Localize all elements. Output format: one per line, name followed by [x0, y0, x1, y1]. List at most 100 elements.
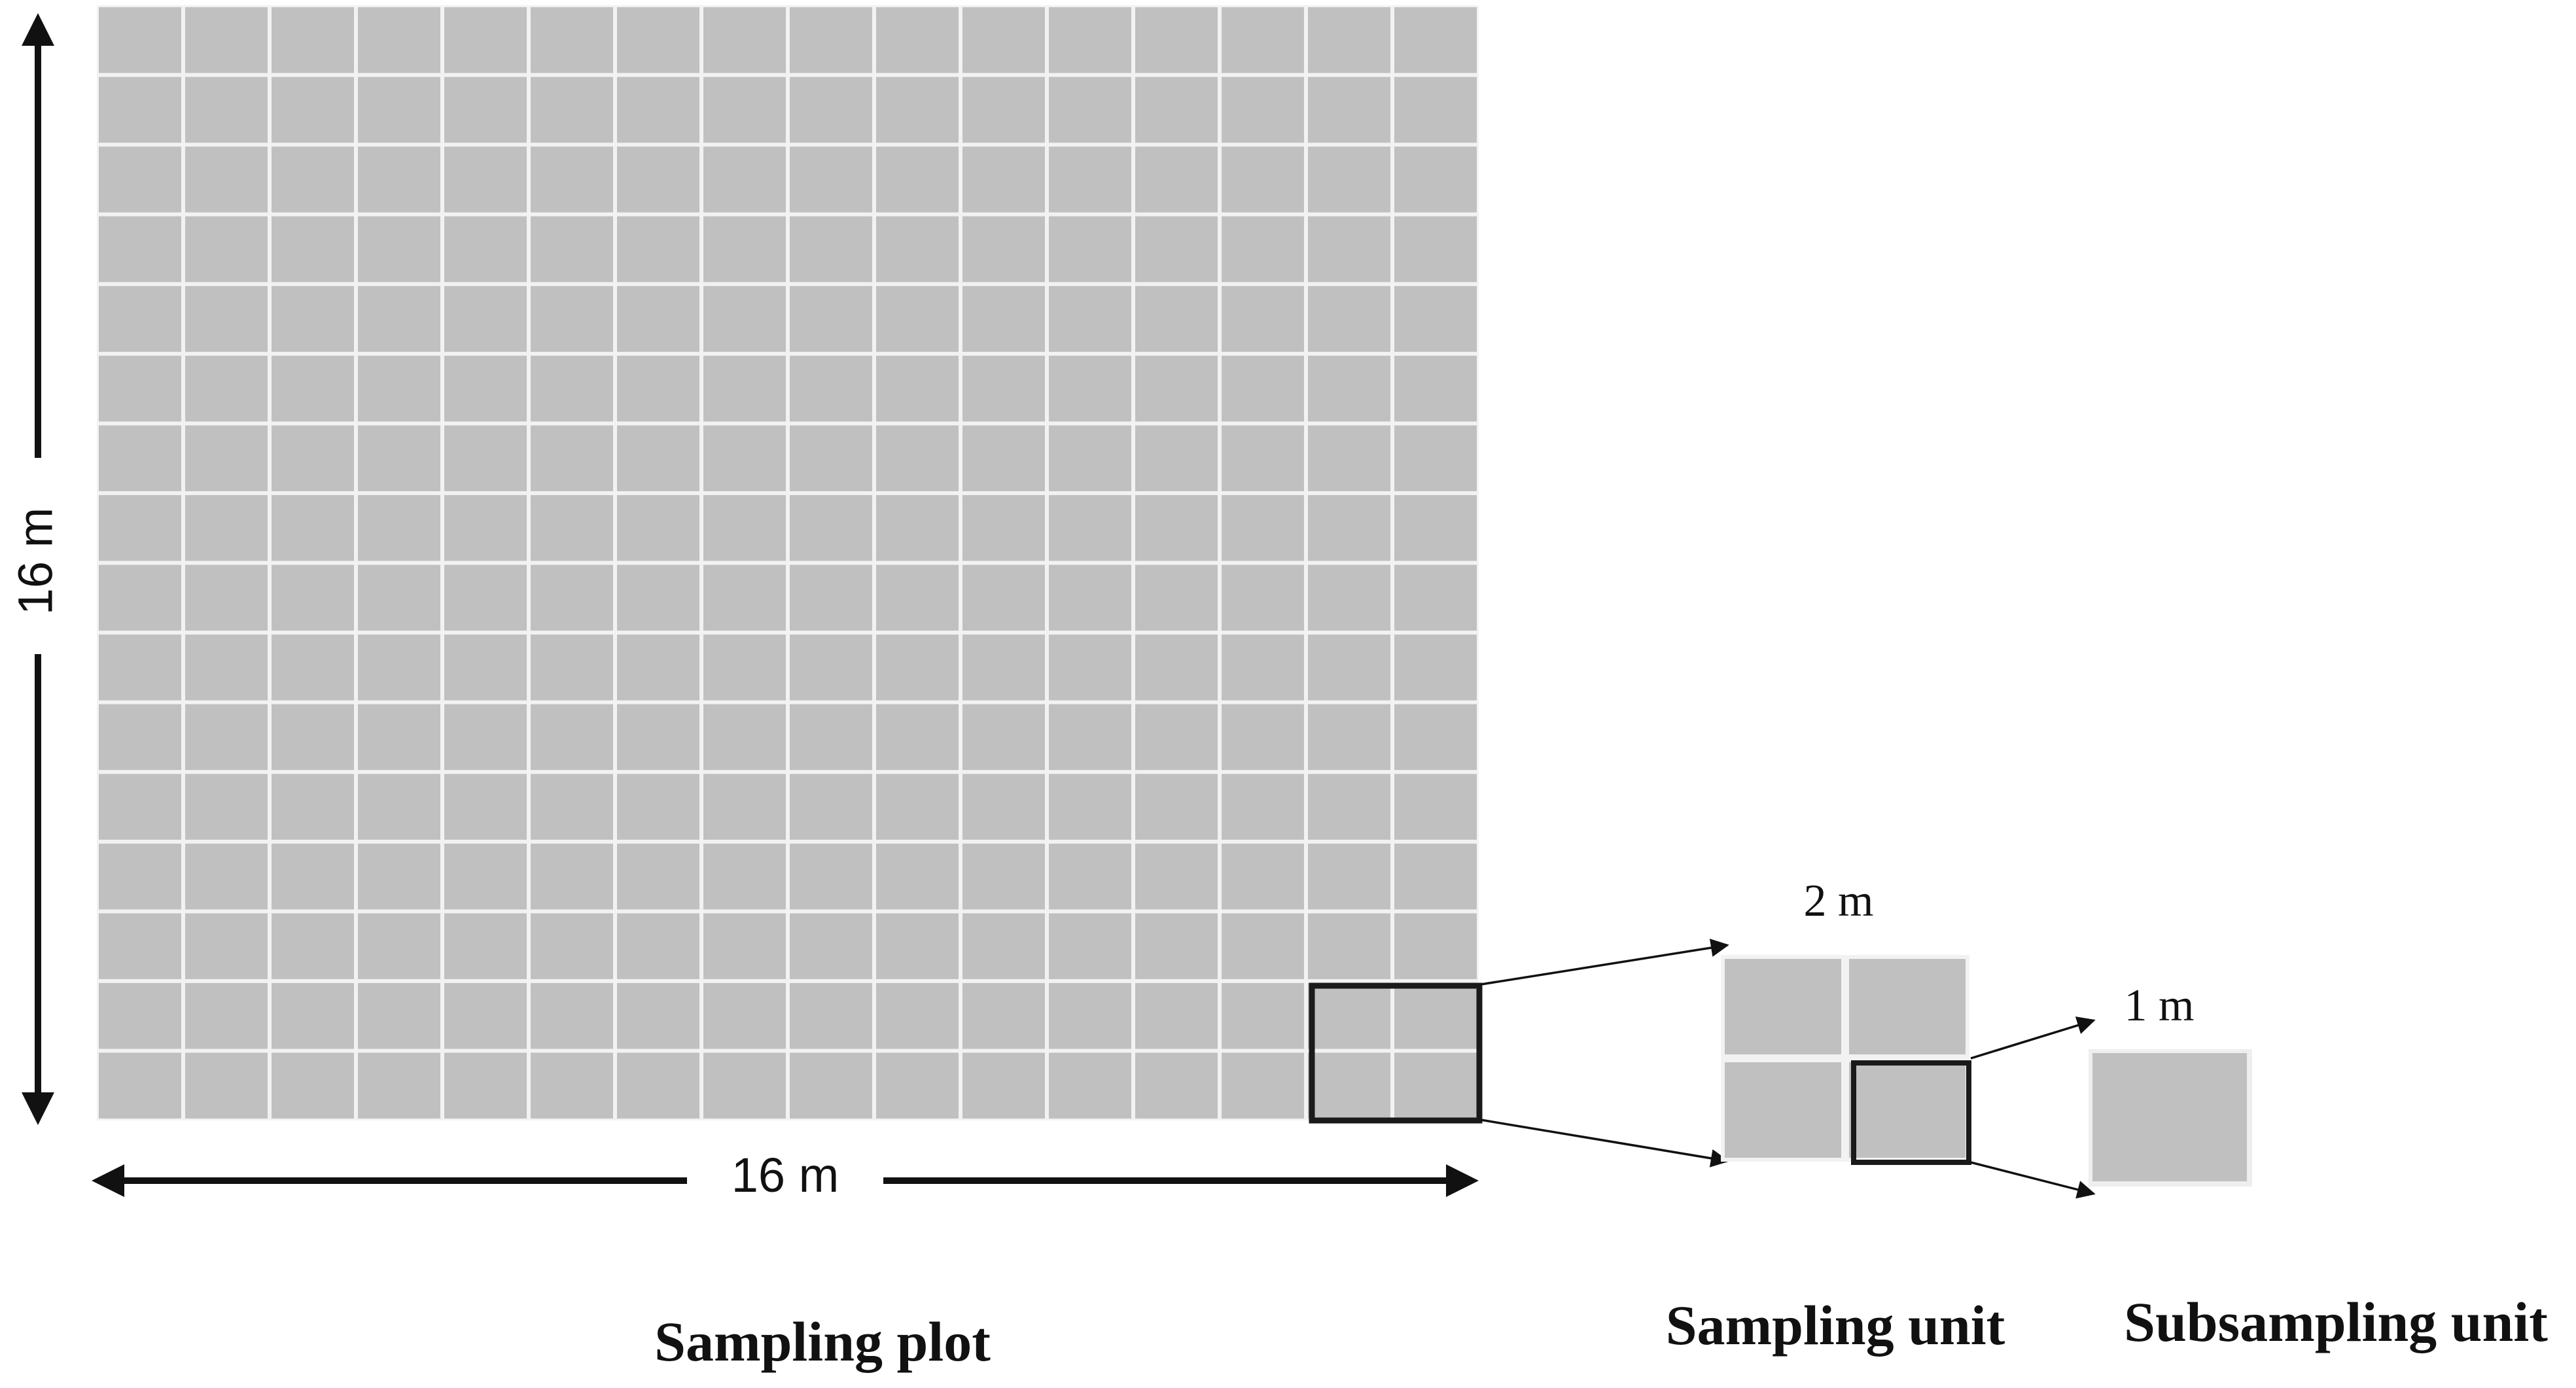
sampling-plot-cell [272, 77, 354, 143]
sampling-plot-cell [617, 216, 699, 283]
sampling-plot-cell [876, 494, 959, 561]
sampling-plot-cell [790, 286, 872, 352]
sampling-plot-cell [272, 634, 354, 701]
sampling-plot-cell [1049, 774, 1131, 840]
sampling-plot-cell [876, 564, 959, 631]
sampling-plot-cell [99, 494, 181, 561]
sampling-plot-cell [1222, 7, 1304, 73]
sampling-plot-cell [876, 147, 959, 213]
sampling-plot-cell [703, 982, 786, 1049]
sampling-plot-cell [1394, 982, 1477, 1049]
sampling-plot-cell [1135, 843, 1218, 910]
plot-width-label: 16 m [732, 1148, 839, 1202]
sampling-plot-cell [703, 147, 786, 213]
sampling-plot-cell [1049, 286, 1131, 352]
sampling-plot-cell [444, 704, 527, 771]
sampling-plot-cell [790, 913, 872, 979]
sampling-plot-cell [876, 355, 959, 422]
sampling-plot-cell [1394, 216, 1477, 283]
sampling-plot-cell [790, 982, 872, 1049]
sampling-plot-cell [185, 843, 268, 910]
sampling-plot-cell [962, 564, 1045, 631]
sampling-plot-cell [703, 216, 786, 283]
sampling-plot-cell [962, 216, 1045, 283]
sampling-plot-cell [876, 913, 959, 979]
sampling-plot-cell [1394, 494, 1477, 561]
sampling-plot-cell [962, 286, 1045, 352]
sampling-plot-cell [1308, 634, 1390, 701]
highlighted-subsampling-unit-outline [1851, 1060, 1971, 1165]
sampling-plot-cell [1222, 1052, 1304, 1119]
sampling-plot-cell [876, 425, 959, 491]
sampling-plot-cell [1135, 774, 1218, 840]
sampling-plot-cell [1222, 774, 1304, 840]
sampling-plot-cell [531, 1052, 613, 1119]
sampling-plot-cell [444, 216, 527, 283]
sampling-plot-cell [272, 425, 354, 491]
sampling-plot-cell [790, 774, 872, 840]
sampling-plot-cell [1135, 355, 1218, 422]
sampling-plot-cell [99, 77, 181, 143]
sampling-plot-cell [790, 216, 872, 283]
sampling-plot-cell [1394, 634, 1477, 701]
sampling-plot-cell [1394, 843, 1477, 910]
sampling-plot-cell [1308, 147, 1390, 213]
sampling-plot-cell [1049, 913, 1131, 979]
sampling-plot-cell [185, 425, 268, 491]
sampling-plot-cell [185, 982, 268, 1049]
sampling-plot-cell [876, 216, 959, 283]
sampling-plot-cell [1135, 913, 1218, 979]
sampling-plot-cell [272, 355, 354, 422]
sampling-plot-cell [703, 913, 786, 979]
sampling-plot-cell [358, 286, 440, 352]
sampling-plot-cell [1135, 564, 1218, 631]
sampling-plot-cell [444, 425, 527, 491]
sampling-plot-cell [1049, 7, 1131, 73]
sampling-plot-cell [1049, 216, 1131, 283]
sampling-plot-cell [99, 216, 181, 283]
sampling-plot-cell [703, 774, 786, 840]
sampling-plot-cell [617, 286, 699, 352]
sampling-plot-cell [358, 774, 440, 840]
sampling-plot-cell [962, 913, 1045, 979]
sampling-plot-cell [1394, 1052, 1477, 1119]
sampling-plot-cell [1308, 286, 1390, 352]
sampling-plot-cell [1222, 494, 1304, 561]
sampling-plot-cell [617, 913, 699, 979]
sampling-plot-cell [272, 564, 354, 631]
sampling-plot-cell [444, 7, 527, 73]
sampling-plot-cell [358, 7, 440, 73]
sampling-plot-cell [272, 1052, 354, 1119]
sampling-plot-cell [962, 7, 1045, 73]
sampling-plot-cell [531, 77, 613, 143]
sampling-plot-cell [617, 355, 699, 422]
sampling-plot-cell [99, 704, 181, 771]
sampling-plot-cell [531, 7, 613, 73]
sampling-plot-cell [617, 704, 699, 771]
sampling-plot-cell [272, 913, 354, 979]
sampling-plot-cell [444, 564, 527, 631]
sampling-plot-cell [1049, 77, 1131, 143]
sampling-plot-cell [185, 286, 268, 352]
sampling-plot-cell [790, 843, 872, 910]
sampling-plot-cell [962, 77, 1045, 143]
sampling-plot-caption: Sampling plot [654, 1310, 991, 1373]
sampling-plot-cell [531, 147, 613, 213]
sampling-plot-cell [790, 634, 872, 701]
highlighted-sampling-unit-outline [1309, 982, 1483, 1124]
sampling-plot-cell [962, 147, 1045, 213]
sampling-plot-cell [185, 774, 268, 840]
sampling-plot-cell [1222, 425, 1304, 491]
sampling-plot-cell [876, 704, 959, 771]
sampling-plot-cell [358, 147, 440, 213]
sampling-plot-cell [272, 774, 354, 840]
sampling-plot-cell [1308, 913, 1390, 979]
sampling-unit-caption: Sampling unit [1666, 1294, 2005, 1357]
sampling-plot-cell [962, 774, 1045, 840]
sampling-plot-cell [185, 913, 268, 979]
sampling-plot-cell [1222, 982, 1304, 1049]
sampling-plot-cell [790, 147, 872, 213]
sampling-plot-cell [1049, 355, 1131, 422]
zoom-arrow-subunit-bottom [1970, 1161, 2096, 1199]
sampling-plot-cell [1049, 494, 1131, 561]
